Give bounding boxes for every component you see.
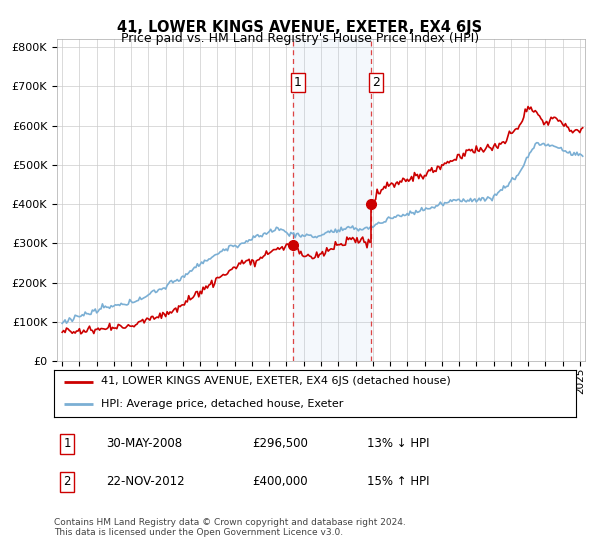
Text: 2: 2 xyxy=(372,76,380,89)
Text: 41, LOWER KINGS AVENUE, EXETER, EX4 6JS: 41, LOWER KINGS AVENUE, EXETER, EX4 6JS xyxy=(118,20,482,35)
Text: £296,500: £296,500 xyxy=(253,437,308,450)
Text: Contains HM Land Registry data © Crown copyright and database right 2024.
This d: Contains HM Land Registry data © Crown c… xyxy=(54,518,406,538)
Text: Price paid vs. HM Land Registry's House Price Index (HPI): Price paid vs. HM Land Registry's House … xyxy=(121,32,479,45)
Text: 1: 1 xyxy=(64,437,71,450)
Bar xyxy=(293,39,371,361)
Text: 1: 1 xyxy=(294,76,302,89)
Text: 15% ↑ HPI: 15% ↑ HPI xyxy=(367,475,430,488)
Text: HPI: Average price, detached house, Exeter: HPI: Average price, detached house, Exet… xyxy=(101,399,343,409)
Text: £400,000: £400,000 xyxy=(253,475,308,488)
Text: 41, LOWER KINGS AVENUE, EXETER, EX4 6JS (detached house): 41, LOWER KINGS AVENUE, EXETER, EX4 6JS … xyxy=(101,376,451,386)
Text: 2: 2 xyxy=(64,475,71,488)
Text: 22-NOV-2012: 22-NOV-2012 xyxy=(106,475,185,488)
Text: 13% ↓ HPI: 13% ↓ HPI xyxy=(367,437,430,450)
Text: 30-MAY-2008: 30-MAY-2008 xyxy=(106,437,182,450)
